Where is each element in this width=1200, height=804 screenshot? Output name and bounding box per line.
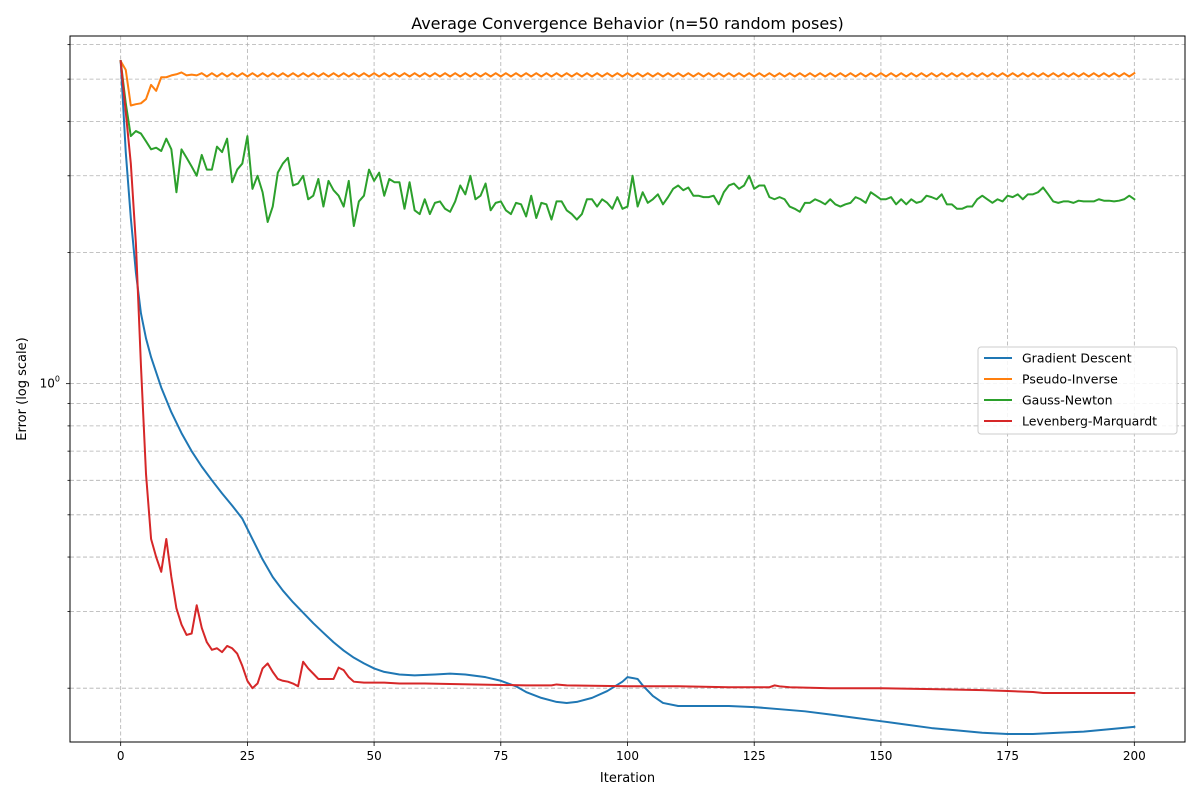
chart-title: Average Convergence Behavior (n=50 rando… <box>411 14 844 33</box>
legend: Gradient Descent Pseudo-Inverse Gauss-Newt… <box>977 346 1178 435</box>
series-line-levenberg-marquardt <box>119 59 1136 694</box>
series-line-pseudo-inverse <box>119 59 1136 107</box>
series-line-gradient-descent <box>119 60 1136 735</box>
x-tick-label: 200 <box>1123 749 1146 763</box>
x-tick-label: 150 <box>869 749 892 763</box>
series-line-gauss-newton <box>119 59 1136 228</box>
legend-label-levenberg-marquardt: Levenberg-Marquardt <box>1022 414 1157 429</box>
x-tick-label: 125 <box>743 749 766 763</box>
x-tick-label: 0 <box>117 749 125 763</box>
y-tick-label: 100 <box>40 375 60 391</box>
grid <box>70 36 1185 742</box>
x-tick-label: 75 <box>493 749 508 763</box>
series-lines <box>119 59 1136 735</box>
legend-label-gradient-descent: Gradient Descent <box>1022 351 1132 366</box>
x-tick-label: 25 <box>240 749 255 763</box>
x-tick-label: 50 <box>366 749 381 763</box>
x-axis-label: Iteration <box>600 771 655 786</box>
legend-label-gauss-newton: Gauss-Newton <box>1022 393 1113 408</box>
x-tick-label: 100 <box>616 749 639 763</box>
axis-ticks: 0 25 50 75 100 125 150 175 200 100 <box>40 44 1146 763</box>
legend-label-pseudo-inverse: Pseudo-Inverse <box>1022 372 1118 387</box>
legend-box <box>977 346 1178 435</box>
x-tick-label: 175 <box>996 749 1019 763</box>
y-axis-label: Error (log scale) <box>15 337 30 440</box>
